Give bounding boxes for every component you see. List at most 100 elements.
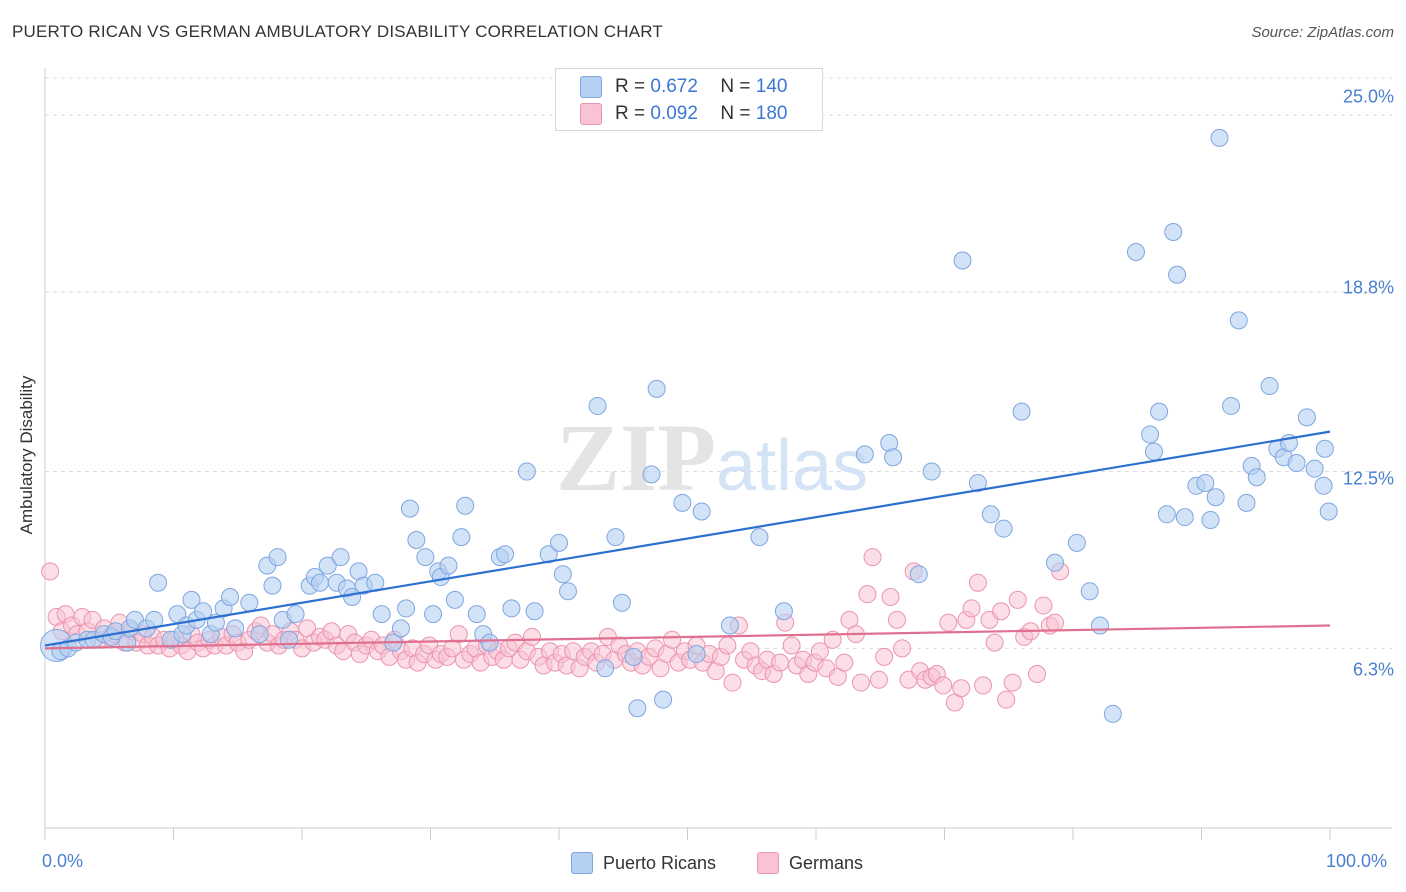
puerto-rican-point <box>1150 402 1169 421</box>
german-point <box>771 653 790 672</box>
puerto-rican-point <box>558 582 577 601</box>
puerto-rican-point <box>182 590 201 609</box>
german-point <box>887 610 906 629</box>
puerto-rican-point <box>606 528 625 547</box>
puerto-rican-point <box>981 505 1000 524</box>
puerto-rican-point <box>496 545 515 564</box>
legend-label: Germans <box>789 852 864 873</box>
german-point <box>449 625 468 644</box>
axes <box>44 68 1392 840</box>
puerto-rican-point <box>467 605 486 624</box>
german-point <box>939 613 958 632</box>
puerto-rican-point <box>439 556 458 575</box>
german-point <box>723 673 742 692</box>
legend-swatch-pink <box>580 103 602 125</box>
puerto-rican-point <box>553 565 572 584</box>
puerto-rican-point <box>1126 242 1145 261</box>
puerto-rican-point <box>654 690 673 709</box>
legend-label: Puerto Ricans <box>603 852 717 873</box>
chart-title: PUERTO RICAN VS GERMAN AMBULATORY DISABI… <box>12 22 663 41</box>
puerto-rican-point <box>1168 265 1187 284</box>
puerto-rican-point <box>1314 476 1333 495</box>
german-point <box>851 673 870 692</box>
german-point <box>1003 673 1022 692</box>
puerto-rican-point <box>1103 704 1122 723</box>
legend-swatch-pink <box>757 852 779 874</box>
puerto-rican-point <box>1305 459 1324 478</box>
german-point <box>835 653 854 672</box>
puerto-rican-point <box>480 633 499 652</box>
puerto-rican-point <box>1297 408 1316 427</box>
puerto-rican-point <box>424 605 443 624</box>
german-point <box>881 588 900 607</box>
puerto-rican-point <box>1201 511 1220 530</box>
puerto-rican-point <box>226 619 245 638</box>
puerto-rican-point <box>263 576 282 595</box>
legend-row-germans: R = 0.092 N = 180 <box>580 103 787 125</box>
german-point <box>992 602 1011 621</box>
puerto-rican-point <box>628 699 647 718</box>
puerto-ricans-trend-line <box>44 430 1331 647</box>
legend-row-puerto-ricans: R = 0.672 N = 140 <box>580 76 787 98</box>
puerto-rican-point <box>331 548 350 567</box>
puerto-rican-point <box>1080 582 1099 601</box>
puerto-rican-point <box>240 593 259 612</box>
puerto-rican-point <box>550 533 568 552</box>
bottom-legend-puerto-ricans: Puerto Ricans <box>571 852 716 874</box>
y-tick-label: 6.3% <box>1352 659 1394 680</box>
german-point <box>1028 665 1047 684</box>
r-value: 0.672 <box>650 76 698 97</box>
german-point <box>974 676 993 695</box>
german-point <box>823 630 842 649</box>
puerto-rican-point <box>525 602 544 621</box>
puerto-rican-point <box>397 599 416 618</box>
puerto-rican-point <box>1141 425 1160 444</box>
puerto-rican-point <box>1046 553 1065 572</box>
puerto-rican-point <box>318 556 337 575</box>
puerto-rican-point <box>647 379 666 398</box>
puerto-rican-point <box>407 530 426 549</box>
puerto-rican-point <box>612 593 631 612</box>
puerto-rican-point <box>310 573 329 592</box>
puerto-rican-point <box>1144 442 1163 461</box>
y-tick-label: 18.8% <box>1342 277 1394 298</box>
puerto-rican-point <box>1260 376 1279 395</box>
puerto-rican-point <box>1206 488 1225 507</box>
n-value: 180 <box>755 103 788 124</box>
n-label: N = <box>720 103 751 124</box>
puerto-rican-point <box>280 630 299 649</box>
puerto-rican-point <box>953 251 972 270</box>
y-tick-label: 25.0% <box>1342 86 1394 107</box>
puerto-rican-point <box>642 465 661 484</box>
german-point <box>934 676 953 695</box>
puerto-rican-point <box>720 616 739 635</box>
puerto-rican-point <box>909 565 928 584</box>
german-point <box>1034 596 1053 615</box>
puerto-rican-point <box>1012 402 1031 421</box>
puerto-rican-point <box>855 445 874 464</box>
puerto-rican-point <box>502 599 521 618</box>
german-point <box>962 599 981 618</box>
puerto-rican-point <box>922 462 941 481</box>
n-value: 140 <box>755 76 788 97</box>
puerto-rican-point <box>1287 453 1306 472</box>
puerto-rican-point <box>596 659 615 678</box>
germans-trend-line <box>44 624 1331 650</box>
puerto-rican-point <box>1319 502 1338 521</box>
r-label: R = <box>615 103 646 124</box>
trend-lines <box>44 430 1331 650</box>
german-point <box>1046 613 1065 632</box>
puerto-rican-point <box>517 462 536 481</box>
puerto-rican-point <box>1315 439 1334 458</box>
watermark-zip: ZIP <box>556 404 716 511</box>
german-point <box>663 630 682 649</box>
puerto-rican-point <box>1229 311 1248 330</box>
puerto-rican-point <box>416 548 435 567</box>
puerto-rican-point <box>1090 616 1109 635</box>
german-point <box>863 548 882 567</box>
puerto-rican-point <box>692 502 711 521</box>
puerto-rican-point <box>1196 473 1215 492</box>
y-tick-label: 12.5% <box>1342 468 1394 489</box>
puerto-rican-point <box>372 605 391 624</box>
